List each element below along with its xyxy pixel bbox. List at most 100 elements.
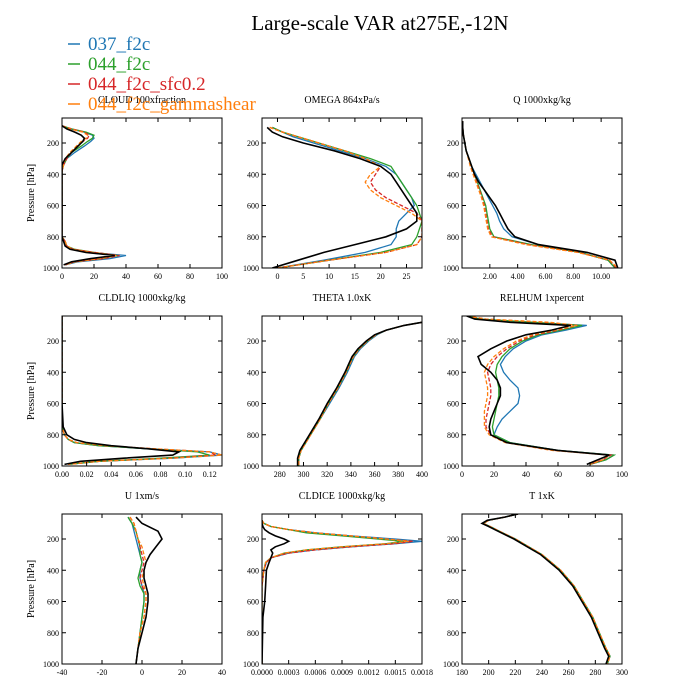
y-tick-label: 200 [447, 139, 459, 148]
y-tick-label: 800 [247, 233, 259, 242]
panel-title: CLDICE 1000xkg/kg [299, 491, 385, 502]
x-tick-label: 400 [416, 470, 428, 479]
x-tick-label: 0.12 [203, 470, 217, 479]
series-group [296, 321, 422, 466]
x-tick-label: 40 [218, 668, 226, 677]
series-line-044_f2c_gammashear [298, 321, 422, 466]
x-tick-label: 220 [509, 668, 521, 677]
y-tick-label: 1000 [43, 264, 59, 273]
series-line-044_f2c_gammashear [62, 316, 222, 466]
plot-frame [261, 315, 423, 467]
x-tick-label: 8.00 [566, 272, 580, 281]
y-tick-label: 600 [47, 598, 59, 607]
y-tick-label: 800 [447, 233, 459, 242]
panel-1: OMEGA 864xPa/s 200 400 600 800 1000 0 5 10 15 20 25 [243, 95, 423, 281]
y-tick-label: 400 [47, 368, 59, 377]
x-tick-label: 320 [321, 470, 333, 479]
x-tick-label: 0.04 [104, 470, 118, 479]
y-tick-label: 1000 [243, 462, 259, 471]
legend-label: 037_f2c [88, 34, 150, 55]
series-line-044_f2c_gammashear [481, 514, 611, 664]
x-tick-label: 0.0012 [358, 668, 380, 677]
y-tick-label: 600 [447, 400, 459, 409]
series-line-ref [262, 520, 291, 664]
x-tick-label: 300 [297, 470, 309, 479]
series-group [262, 519, 422, 664]
x-tick-label: 0 [460, 470, 464, 479]
y-tick-label: 800 [47, 629, 59, 638]
y-tick-label: 400 [247, 170, 259, 179]
panel-4: THETA 1.0xK 200 400 600 800 1000 280 300 320 340 3… [243, 293, 428, 479]
figure-title: Large-scale VAR at275E,-12N [251, 11, 508, 35]
legend-label: 044_f2c_gammashear [88, 94, 256, 115]
series-group [62, 125, 127, 266]
y-tick-label: 1000 [443, 264, 459, 273]
series-line-044_f2c_sfc0.2 [481, 514, 611, 664]
series-line-044_f2c_gammashear [269, 126, 422, 268]
x-tick-label: 0.0000 [251, 668, 273, 677]
plot-frame [61, 117, 223, 269]
panel-title: CLOUD 100xfraction [98, 95, 186, 106]
x-tick-label: 260 [563, 668, 575, 677]
panel-2: Q 1000xkg/kg 200 400 600 800 1000 2.00 4.00 6.00… [443, 95, 623, 281]
y-tick-label: 200 [447, 337, 459, 346]
x-tick-label: 0.0003 [278, 668, 300, 677]
x-tick-label: 10 [325, 272, 333, 281]
x-tick-label: 20 [377, 272, 385, 281]
series-line-037_f2c [127, 516, 145, 664]
series-line-037_f2c [298, 321, 422, 466]
series-group [480, 514, 611, 664]
series-line-044_f2c_gammashear [62, 125, 117, 266]
x-tick-label: 0.0018 [411, 668, 433, 677]
x-tick-label: 25 [403, 272, 411, 281]
y-tick-label: 800 [447, 431, 459, 440]
x-tick-label: 180 [456, 668, 468, 677]
series-line-044_f2c [466, 316, 617, 466]
series-line-ref [296, 321, 422, 466]
x-tick-label: 280 [589, 668, 601, 677]
plot-frame [461, 117, 623, 269]
series-line-044_f2c_gammashear [129, 516, 147, 664]
series-line-044_f2c_sfc0.2 [462, 121, 617, 268]
series-line-044_f2c_gammashear [466, 316, 611, 466]
x-tick-label: 80 [586, 470, 594, 479]
x-tick-label: -20 [97, 668, 108, 677]
series-line-044_f2c_sfc0.2 [298, 321, 422, 466]
panel-title: T 1xK [529, 491, 555, 502]
y-tick-label: 1000 [443, 462, 459, 471]
series-line-044_f2c [262, 519, 405, 664]
y-tick-label: 600 [247, 400, 259, 409]
y-tick-label: 400 [247, 368, 259, 377]
x-tick-label: 0.10 [178, 470, 192, 479]
series-line-ref [266, 126, 418, 268]
x-tick-label: 0.02 [80, 470, 94, 479]
x-tick-label: 240 [536, 668, 548, 677]
x-tick-label: 0.0006 [304, 668, 326, 677]
series-line-044_f2c_sfc0.2 [466, 316, 613, 466]
y-tick-label: 400 [447, 368, 459, 377]
y-tick-label: 1000 [43, 660, 59, 669]
x-tick-label: 200 [483, 668, 495, 677]
y-tick-label: 1000 [243, 264, 259, 273]
y-tick-label: 1000 [243, 660, 259, 669]
x-tick-label: 360 [369, 470, 381, 479]
legend-label: 044_f2c [88, 54, 150, 75]
series-group [462, 121, 619, 268]
y-tick-label: 600 [247, 202, 259, 211]
series-line-ref [62, 316, 182, 466]
y-tick-label: 600 [447, 202, 459, 211]
x-tick-label: 0 [60, 272, 64, 281]
x-tick-label: 2.00 [483, 272, 497, 281]
y-axis-label: Pressure [hPa] [26, 164, 37, 222]
series-group [266, 126, 422, 268]
y-tick-label: 200 [247, 535, 259, 544]
series-line-ref [135, 516, 163, 664]
series-group [466, 316, 617, 466]
y-tick-label: 600 [47, 400, 59, 409]
x-tick-label: 100 [616, 470, 628, 479]
y-tick-label: 200 [47, 139, 59, 148]
